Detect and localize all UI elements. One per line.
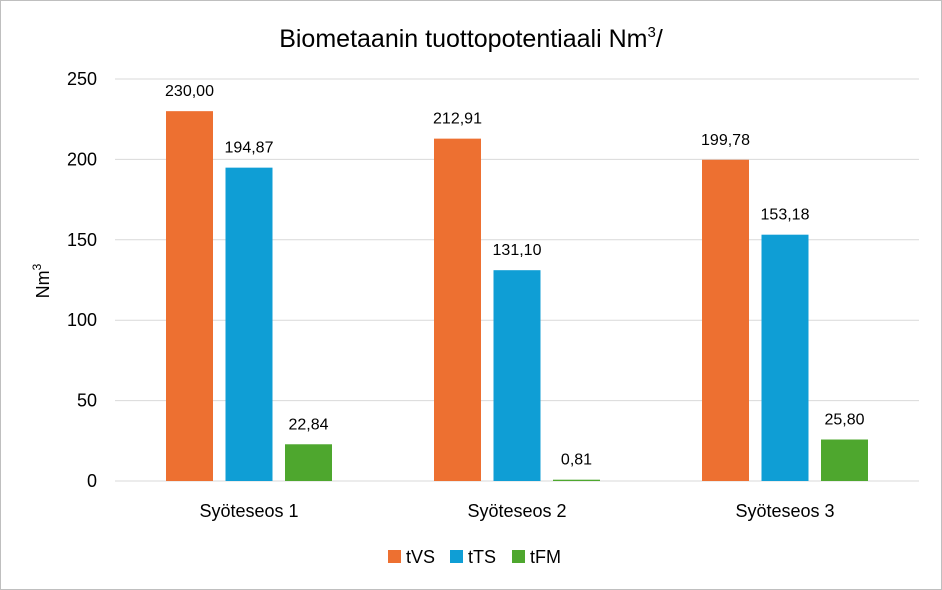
data-label-tTS-2: 131,10 bbox=[493, 242, 542, 259]
y-tick-label: 50 bbox=[77, 391, 97, 411]
y-tick-label: 250 bbox=[67, 69, 97, 89]
bar-tFM-3 bbox=[821, 439, 868, 481]
y-tick-label: 0 bbox=[87, 471, 97, 491]
chart-title: Biometaanin tuottopotentiaali Nm3/ bbox=[279, 24, 663, 53]
legend: tVS tTS tFM bbox=[388, 547, 561, 567]
bar-tFM-1 bbox=[285, 444, 332, 481]
bar-tVS-2 bbox=[434, 138, 481, 481]
legend-swatch-tVS bbox=[388, 550, 401, 563]
data-label-tTS-3: 153,18 bbox=[761, 207, 810, 224]
data-label-tFM-1: 22,84 bbox=[288, 416, 328, 433]
chart-title-main: Biometaanin tuottopotentiaali Nm bbox=[279, 25, 647, 53]
data-label-tTS-1: 194,87 bbox=[225, 140, 274, 157]
legend-swatch-tFM bbox=[512, 550, 525, 563]
y-tick-label: 100 bbox=[67, 310, 97, 330]
bars bbox=[166, 111, 868, 481]
bar-tVS-1 bbox=[166, 111, 213, 481]
x-tick-label: Syöteseos 2 bbox=[467, 501, 566, 521]
chart-title-suffix: / bbox=[656, 25, 663, 53]
data-label-tVS-2: 212,91 bbox=[433, 111, 482, 128]
bar-tTS-2 bbox=[493, 270, 541, 481]
x-axis-ticks: Syöteseos 1 Syöteseos 2 Syöteseos 3 bbox=[199, 501, 834, 521]
data-label-tFM-3: 25,80 bbox=[824, 412, 864, 429]
data-label-tFM-2: 0,81 bbox=[561, 452, 592, 469]
x-tick-label: Syöteseos 1 bbox=[199, 501, 298, 521]
chart-title-superscript: 3 bbox=[647, 24, 655, 41]
y-axis-label-superscript: 3 bbox=[30, 263, 44, 270]
y-axis-label: Nm3 bbox=[30, 263, 53, 298]
data-label-tVS-1: 230,00 bbox=[165, 83, 214, 100]
y-axis-ticks: 0 50 100 150 200 250 bbox=[67, 69, 97, 491]
y-tick-label: 200 bbox=[67, 149, 97, 169]
data-labels: 230,00 194,87 22,84 212,91 131,10 0,81 199,78 1… bbox=[165, 83, 865, 469]
y-axis-label-main: Nm bbox=[33, 270, 53, 298]
legend-swatch-tTS bbox=[450, 550, 463, 563]
x-tick-label: Syöteseos 3 bbox=[735, 501, 834, 521]
data-label-tVS-3: 199,78 bbox=[701, 132, 750, 149]
legend-label-tTS: tTS bbox=[468, 547, 496, 567]
bar-tFM-2 bbox=[553, 479, 600, 481]
legend-label-tVS: tVS bbox=[406, 547, 435, 567]
bar-tVS-3 bbox=[702, 159, 749, 481]
bar-tTS-1 bbox=[225, 167, 273, 481]
y-tick-label: 150 bbox=[67, 230, 97, 250]
legend-label-tFM: tFM bbox=[530, 547, 561, 567]
bar-tTS-3 bbox=[761, 234, 809, 481]
